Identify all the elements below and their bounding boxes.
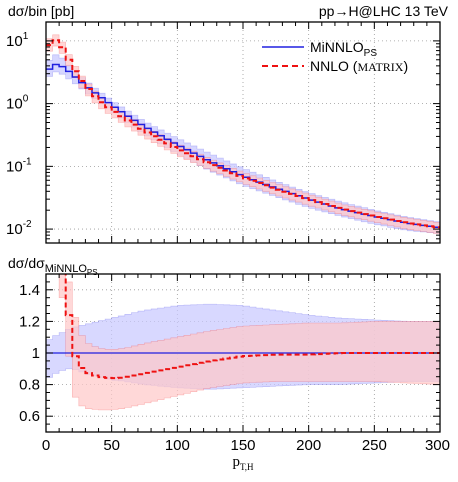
- legend-label-minnlo: MiNNLO: [310, 39, 364, 55]
- top-panel-ylabel: dσ/bin [pb]: [8, 3, 74, 19]
- top-lines: [46, 39, 440, 229]
- top-grid: [46, 22, 440, 243]
- top-plot-frame: [45, 21, 441, 244]
- xtick-label-2: 100: [165, 437, 190, 454]
- top-ytick-label-3: 101: [6, 31, 29, 50]
- xtick-label-1: 50: [103, 437, 120, 454]
- ratio-ytick-label-1: 0.8: [19, 377, 40, 394]
- legend-label-minnlo-sub: PS: [364, 48, 378, 59]
- ratio-y-axis: 0.6 0.8 1 1.2 1.4: [19, 273, 440, 433]
- top-panel: 10-2 10-1 100 101 MiNNLOPS NNLO (MATRIX): [6, 21, 441, 244]
- legend-label-matrix: MATRIX: [357, 60, 403, 74]
- ratio-panel: 0.6 0.8 1 1.2 1.4 0 50 100 150 200 250 300: [19, 273, 450, 454]
- legend-item-minnlo: MiNNLOPS: [262, 39, 377, 59]
- ratio-ytick-label-0: 0.6: [19, 408, 40, 425]
- top-line-nnlo: [46, 39, 440, 229]
- top-y-axis: 10-2 10-1 100 101: [6, 21, 440, 244]
- ratio-line-nnlo: [64, 274, 440, 380]
- xtick-label-4: 200: [296, 437, 321, 454]
- top-ytick-label-2: 100: [6, 94, 29, 113]
- legend-label-nnlo-close: ): [403, 58, 408, 74]
- x-axis-label: pT,H: [232, 454, 254, 472]
- legend: MiNNLOPS NNLO (MATRIX): [262, 39, 408, 74]
- top-ytick-label-1: 10-1: [6, 156, 32, 175]
- top-ytick-label-0: 10-2: [6, 219, 32, 238]
- xtick-label-5: 250: [362, 437, 387, 454]
- ratio-ylabel: dσ/dσMiNNLOPS: [8, 255, 98, 277]
- svg-text:MiNNLOPS: MiNNLOPS: [310, 39, 377, 59]
- ratio-lines: [46, 274, 440, 380]
- process-label: pp→H@LHC 13 TeV: [319, 3, 449, 19]
- xtick-label-0: 0: [42, 437, 50, 454]
- ratio-ytick-label-2: 1: [32, 345, 40, 362]
- ratio-bands: [46, 274, 440, 411]
- svg-text:NNLO (MATRIX): NNLO (MATRIX): [310, 58, 408, 74]
- legend-label-nnlo: NNLO (: [310, 58, 358, 74]
- x-axis: 0 50 100 150 200 250 300: [42, 274, 450, 454]
- xtick-label-6: 300: [425, 437, 450, 454]
- ratio-ytick-label-3: 1.2: [19, 313, 40, 330]
- xtick-label-3: 150: [230, 437, 255, 454]
- top-x-ticks: [45, 22, 441, 243]
- ratio-ytick-label-4: 1.4: [19, 282, 40, 299]
- ratio-band-nnlo: [46, 274, 440, 411]
- legend-item-nnlo: NNLO (MATRIX): [262, 58, 408, 74]
